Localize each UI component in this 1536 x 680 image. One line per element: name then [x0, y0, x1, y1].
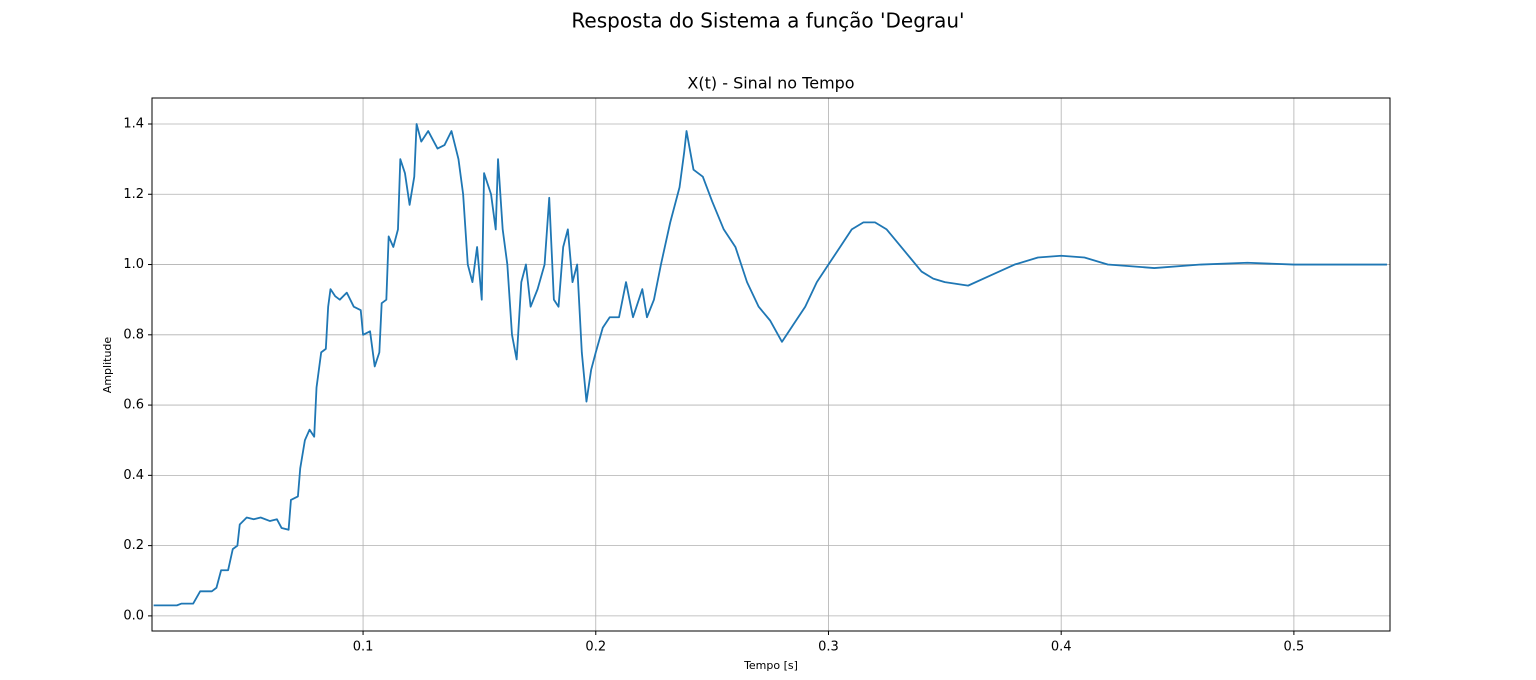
x-axis-label: Tempo [s] — [743, 659, 798, 672]
x-tick-label: 0.3 — [818, 640, 839, 655]
y-tick-label: 1.2 — [123, 187, 144, 202]
x-tick-label: 0.4 — [1051, 640, 1072, 655]
axes-frame — [151, 97, 1391, 632]
y-tick-label: 0.0 — [123, 608, 144, 623]
chart-title: X(t) - Sinal no Tempo — [687, 74, 854, 93]
y-tick-label: 0.8 — [123, 327, 144, 342]
y-tick-label: 0.2 — [123, 538, 144, 553]
plot-area — [153, 123, 1387, 607]
grid — [152, 98, 1390, 631]
y-tick-label: 0.4 — [123, 468, 144, 483]
suptitle: Resposta do Sistema a função 'Degrau' — [571, 9, 964, 33]
x-tick-label: 0.2 — [585, 640, 606, 655]
y-axis-label: Amplitude — [101, 337, 114, 394]
x-tick-label: 0.5 — [1284, 640, 1305, 655]
data-line — [153, 123, 1387, 607]
y-tick-label: 0.6 — [123, 398, 144, 413]
x-tick-label: 0.1 — [353, 640, 374, 655]
y-tick-label: 1.4 — [123, 117, 144, 132]
y-tick-label: 1.0 — [123, 257, 144, 272]
